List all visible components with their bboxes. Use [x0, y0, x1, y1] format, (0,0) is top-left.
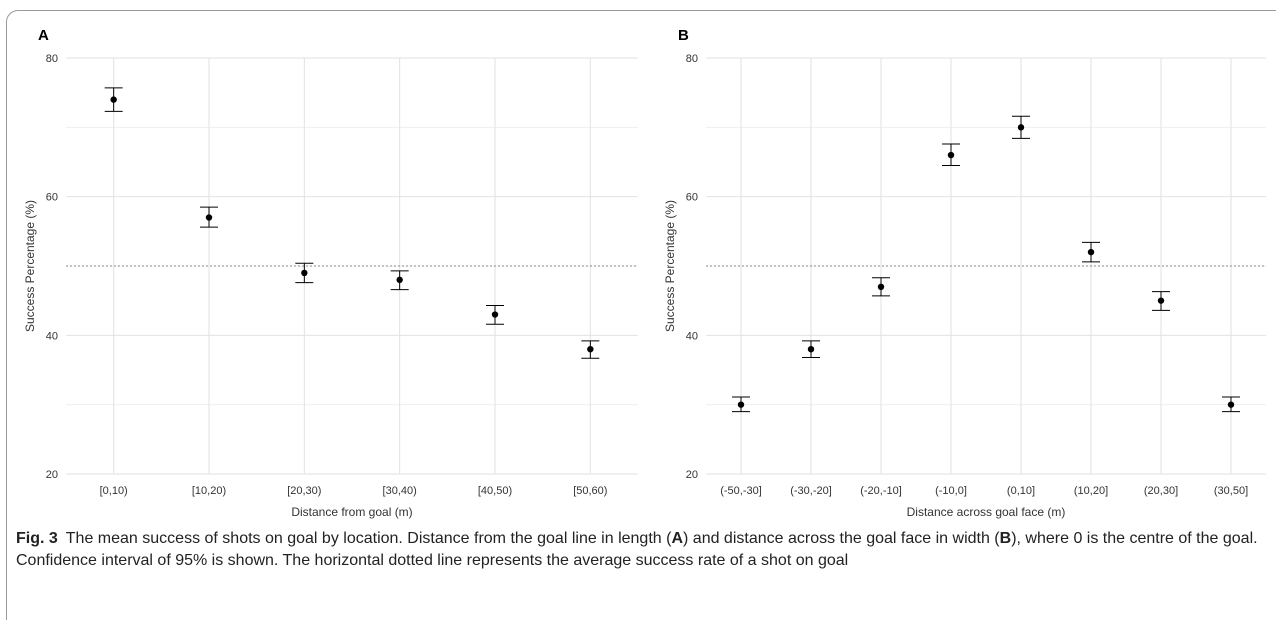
y-tick-label: 80 [46, 53, 58, 65]
panel-a-chart: 20 40 60 80 [0,10) [10,20) [20,30) [30,40) [40,5… [23, 27, 638, 519]
caption-text-2: ) and distance across the goal face in w… [683, 530, 1000, 547]
panel-b-chart: 20 40 60 80 (-50,-30] (-30,-20] (-20,-10] (-10,… [663, 27, 1266, 519]
figure-frame [6, 10, 1276, 620]
x-tick-label: (-50,-30] [720, 485, 762, 497]
y-axis-title: Success Percentage (%) [663, 200, 677, 332]
figure-caption: Fig. 3 The mean success of shots on goal … [16, 528, 1266, 572]
caption-text-1: The mean success of shots on goal by loc… [65, 530, 672, 547]
data-point [205, 214, 213, 221]
x-tick-label: (-10,0] [935, 485, 967, 497]
data-point [947, 151, 955, 159]
x-tick-label: [30,40) [383, 485, 417, 497]
data-point [587, 346, 594, 353]
data-point [396, 276, 403, 284]
panel-label: B [678, 27, 689, 44]
data-point [1227, 401, 1235, 408]
data-point [110, 96, 117, 103]
x-tick-label: [10,20) [192, 485, 226, 497]
y-tick-label: 20 [46, 469, 58, 481]
x-tick-label: [40,50) [478, 485, 512, 497]
data-point [877, 283, 885, 290]
data-point [1087, 248, 1095, 256]
y-tick-label: 60 [46, 192, 58, 204]
caption-text-3: ), where 0 is the centre of the goal. Co… [16, 530, 1258, 569]
y-tick-label: 80 [686, 53, 698, 65]
data-point [491, 311, 499, 318]
y-tick-label: 40 [686, 330, 698, 342]
caption-ref-a: A [671, 530, 684, 547]
data-point [1017, 124, 1025, 131]
y-tick-label: 60 [686, 192, 698, 204]
panel-label: A [38, 27, 49, 44]
data-point [807, 346, 815, 353]
data-point [1157, 297, 1165, 304]
y-tick-label: 40 [46, 330, 58, 342]
data-point [737, 401, 745, 408]
y-tick-label: 20 [686, 469, 698, 481]
y-axis-title: Success Percentage (%) [23, 200, 37, 332]
x-tick-label: (30,50] [1214, 485, 1248, 497]
x-tick-label: (10,20] [1074, 485, 1108, 497]
x-axis-title: Distance across goal face (m) [907, 505, 1066, 519]
x-tick-label: (0,10] [1007, 485, 1035, 497]
x-tick-label: [50,60) [573, 485, 607, 497]
x-tick-label: (-30,-20] [790, 485, 832, 497]
caption-ref-b: B [999, 530, 1012, 547]
x-tick-label: [20,30) [287, 485, 321, 497]
x-tick-label: (20,30] [1144, 485, 1178, 497]
x-tick-label: (-20,-10] [860, 485, 902, 497]
x-tick-label: [0,10) [100, 485, 128, 497]
x-axis-title: Distance from goal (m) [291, 505, 412, 519]
data-point [301, 269, 308, 277]
caption-fig-label: Fig. 3 [16, 530, 58, 547]
